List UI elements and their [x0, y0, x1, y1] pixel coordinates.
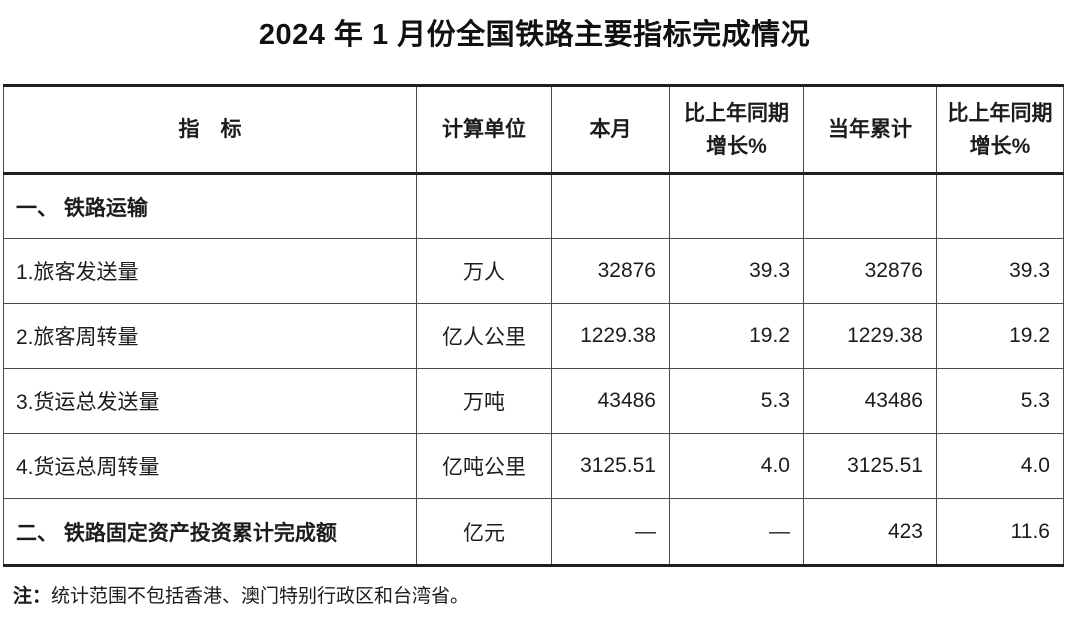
footnote: 注：统计范围不包括香港、澳门特别行政区和台湾省。	[0, 584, 1069, 610]
cell-ytd-growth: 11.6	[936, 498, 1064, 566]
footnote-label: 注：	[13, 586, 52, 607]
cell-ytd-growth: 4.0	[936, 433, 1064, 499]
cell-indicator: 1.旅客发送量	[3, 238, 417, 304]
cell-unit	[416, 173, 552, 239]
indicators-table: 指 标 计算单位 本月 比上年同期增长% 当年累计 比上年同期增长% 一、 铁路…	[3, 84, 1064, 567]
cell-indicator: 4.货运总周转量	[3, 433, 417, 499]
cell-ytd-growth: 5.3	[936, 368, 1064, 434]
table-row-fixed-asset-investment: 二、 铁路固定资产投资累计完成额 亿元 — — 423 11.6	[3, 498, 1064, 566]
col-header-ytd-growth: 比上年同期增长%	[936, 85, 1064, 175]
cell-month: 1229.38	[551, 303, 670, 369]
cell-month: 43486	[551, 368, 670, 434]
col-header-indicator: 指 标	[3, 85, 417, 175]
col-header-month-growth: 比上年同期增长%	[669, 85, 804, 175]
cell-ytd: 1229.38	[803, 303, 937, 369]
cell-ytd-growth: 39.3	[936, 238, 1064, 304]
cell-month-growth: 4.0	[669, 433, 804, 499]
cell-unit: 万人	[416, 238, 552, 304]
cell-indicator: 2.旅客周转量	[3, 303, 417, 369]
cell-month	[551, 173, 670, 239]
table-row-section-transport: 一、 铁路运输	[3, 173, 1064, 239]
cell-month-growth: —	[669, 498, 804, 566]
page-title: 2024 年 1 月份全国铁路主要指标完成情况	[258, 19, 811, 51]
table-row-freight-sent: 3.货运总发送量 万吨 43486 5.3 43486 5.3	[3, 368, 1064, 434]
cell-unit: 亿吨公里	[416, 433, 552, 499]
table-header: 指 标 计算单位 本月 比上年同期增长% 当年累计 比上年同期增长%	[3, 85, 1064, 175]
cell-month-growth: 39.3	[669, 238, 804, 304]
cell-ytd: 423	[803, 498, 937, 566]
cell-indicator: 3.货运总发送量	[3, 368, 417, 434]
table-row-freight-turnover: 4.货运总周转量 亿吨公里 3125.51 4.0 3125.51 4.0	[3, 433, 1064, 499]
cell-ytd: 43486	[803, 368, 937, 434]
col-header-month: 本月	[551, 85, 670, 175]
cell-month-growth: 5.3	[669, 368, 804, 434]
col-header-ytd: 当年累计	[803, 85, 937, 175]
cell-ytd-growth	[936, 173, 1064, 239]
header-row: 指 标 计算单位 本月 比上年同期增长% 当年累计 比上年同期增长%	[3, 85, 1064, 175]
cell-month: 3125.51	[551, 433, 670, 499]
footnote-text: 统计范围不包括香港、澳门特别行政区和台湾省。	[51, 586, 470, 607]
cell-unit: 万吨	[416, 368, 552, 434]
cell-month-growth	[669, 173, 804, 239]
cell-month: 32876	[551, 238, 670, 304]
cell-unit: 亿元	[416, 498, 552, 566]
cell-indicator: 一、 铁路运输	[3, 173, 417, 239]
table-row-passenger-turnover: 2.旅客周转量 亿人公里 1229.38 19.2 1229.38 19.2	[3, 303, 1064, 369]
cell-ytd-growth: 19.2	[936, 303, 1064, 369]
cell-ytd: 3125.51	[803, 433, 937, 499]
table-body: 一、 铁路运输 1.旅客发送量 万人 32876 39.3 32876 39.3…	[3, 173, 1064, 566]
cell-ytd	[803, 173, 937, 239]
cell-ytd: 32876	[803, 238, 937, 304]
table-row-passengers-sent: 1.旅客发送量 万人 32876 39.3 32876 39.3	[3, 238, 1064, 304]
col-header-unit: 计算单位	[416, 85, 552, 175]
cell-indicator: 二、 铁路固定资产投资累计完成额	[3, 498, 417, 566]
cell-month-growth: 19.2	[669, 303, 804, 369]
cell-month: —	[551, 498, 670, 566]
cell-unit: 亿人公里	[416, 303, 552, 369]
